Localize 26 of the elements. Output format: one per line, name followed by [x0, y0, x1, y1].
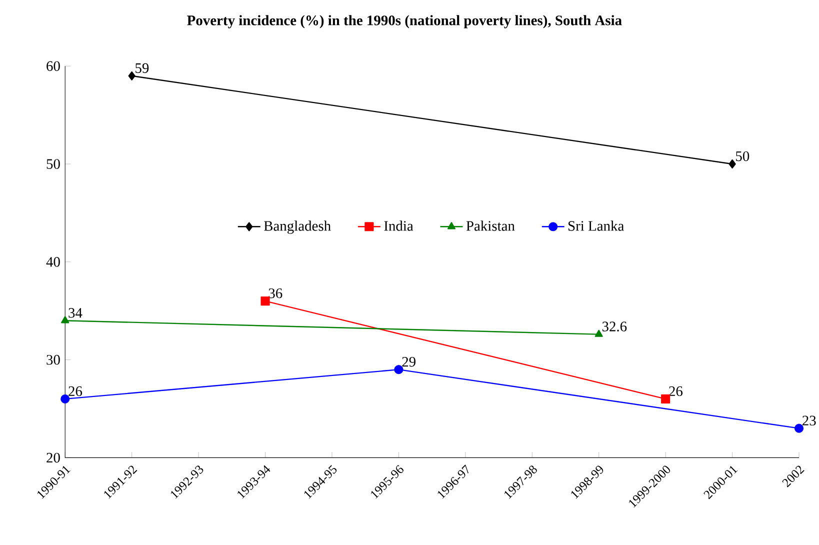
data-label: 26 — [68, 386, 82, 396]
point — [394, 365, 404, 374]
data-label: 34 — [68, 308, 82, 318]
data-label: 23 — [802, 416, 816, 426]
point — [128, 72, 136, 81]
data-label: 29 — [402, 357, 416, 367]
y-tick-label: 50 — [46, 159, 60, 170]
legend-label: Pakistan — [466, 220, 515, 232]
legend-label: Bangladesh — [264, 220, 331, 234]
y-tick-label: 30 — [46, 355, 60, 365]
data-label: 50 — [736, 152, 750, 162]
legend-label: Sri Lanka — [568, 220, 624, 232]
point — [60, 394, 70, 404]
data-label: 59 — [136, 64, 149, 74]
data-label: 26 — [669, 386, 683, 396]
point — [661, 394, 670, 404]
data-label: 36 — [268, 288, 282, 298]
data-label: 32.6 — [602, 322, 627, 332]
legend-label: India — [384, 220, 414, 232]
point — [260, 296, 270, 306]
point — [794, 424, 804, 434]
y-tick-label: 20 — [46, 453, 60, 463]
y-tick-label: 40 — [46, 257, 60, 268]
chart-title: Poverty incidence (%) in the 1990s (national poverty lines), South Asia — [187, 15, 622, 29]
y-tick-label: 60 — [46, 61, 60, 72]
point — [728, 160, 736, 169]
